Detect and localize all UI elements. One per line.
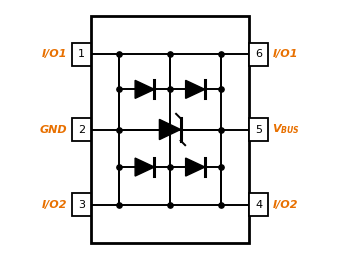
- FancyBboxPatch shape: [249, 193, 268, 216]
- Text: I/O2: I/O2: [42, 200, 68, 210]
- Text: I/O1: I/O1: [272, 49, 298, 59]
- FancyBboxPatch shape: [249, 43, 268, 66]
- Polygon shape: [186, 80, 205, 98]
- Text: GND: GND: [40, 125, 68, 134]
- Polygon shape: [135, 158, 154, 176]
- Text: I/O1: I/O1: [42, 49, 68, 59]
- Polygon shape: [186, 158, 205, 176]
- Polygon shape: [135, 80, 154, 98]
- Text: V$_{\mathregular{BUS}}$: V$_{\mathregular{BUS}}$: [272, 123, 301, 136]
- Text: 6: 6: [255, 49, 262, 59]
- FancyBboxPatch shape: [249, 118, 268, 141]
- Text: 1: 1: [78, 49, 85, 59]
- FancyBboxPatch shape: [91, 16, 249, 243]
- FancyBboxPatch shape: [72, 193, 91, 216]
- FancyBboxPatch shape: [72, 118, 91, 141]
- Text: 3: 3: [78, 200, 85, 210]
- Polygon shape: [159, 119, 181, 140]
- Text: I/O2: I/O2: [272, 200, 298, 210]
- Text: 2: 2: [78, 125, 85, 134]
- Text: 5: 5: [255, 125, 262, 134]
- FancyBboxPatch shape: [72, 43, 91, 66]
- Text: 4: 4: [255, 200, 262, 210]
